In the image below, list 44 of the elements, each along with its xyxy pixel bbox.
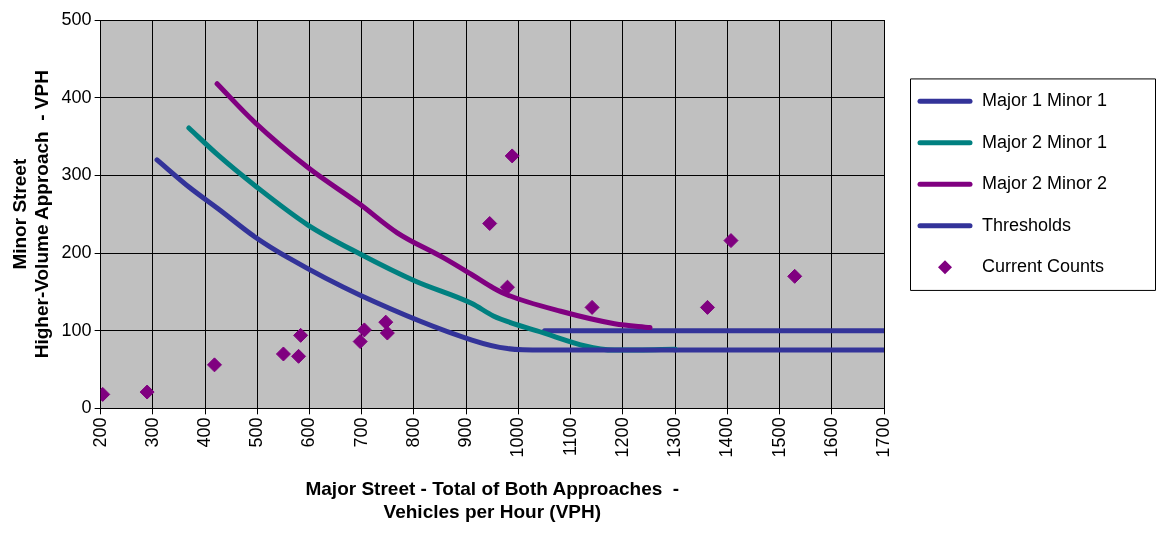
x-axis-title: Major Street - Total of Both Approaches - Vehicles per Hour (VPH) [305, 478, 680, 522]
x-tick-label: 1000 [507, 417, 528, 458]
point [499, 279, 515, 295]
x-tick-label: 1400 [716, 417, 737, 458]
x-tick-label: 1100 [559, 417, 580, 457]
point [293, 327, 309, 343]
point [378, 314, 394, 330]
legend-label: Current Counts [982, 256, 1105, 277]
y-tick-label: 400 [61, 86, 92, 107]
point [584, 299, 600, 315]
x-tick-label: 400 [194, 417, 215, 448]
point [139, 384, 155, 400]
y-tick-label: 200 [61, 241, 92, 262]
x-tick-label: 300 [141, 417, 162, 448]
point [275, 346, 291, 362]
legend-label: Thresholds [982, 214, 1072, 235]
y-axis-title: Minor Street Higher-Volume Approach - VPH [8, 70, 53, 359]
x-tick-label: 1500 [768, 417, 789, 458]
x-tick-label: 1200 [611, 417, 632, 458]
legend-label: Major 2 Minor 1 [982, 131, 1108, 152]
x-tick-label: 700 [350, 417, 371, 448]
x-tick-label: 1600 [820, 417, 841, 458]
x-tick-label: 500 [246, 417, 267, 448]
legend-label: Major 1 Minor 1 [982, 90, 1108, 111]
y-tick-label: 500 [61, 8, 92, 29]
y-tick-label: 300 [61, 164, 92, 185]
point [787, 268, 803, 284]
point [352, 334, 368, 350]
point [291, 348, 307, 364]
y-tick-label: 0 [81, 397, 92, 418]
x-tick-label: 1700 [872, 417, 893, 458]
point [723, 233, 739, 249]
legend-label: Major 2 Minor 2 [982, 173, 1108, 194]
y-tick-label: 100 [61, 319, 92, 340]
point [206, 357, 222, 373]
x-tick-label: 1300 [664, 417, 685, 458]
x-tick-label: 900 [455, 417, 476, 448]
x-tick-label: 800 [402, 417, 423, 448]
x-tick-label: 600 [298, 417, 319, 448]
point [699, 299, 715, 315]
point [356, 322, 372, 338]
point [482, 216, 498, 231]
point [379, 325, 395, 341]
point [504, 148, 520, 164]
